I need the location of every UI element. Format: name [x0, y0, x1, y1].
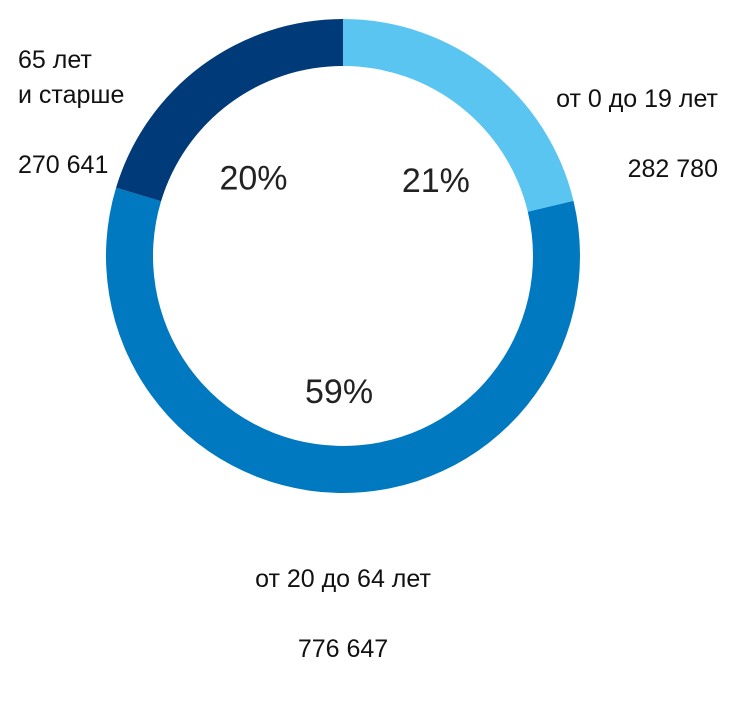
- value-label: 282 780: [627, 155, 718, 183]
- slice: [343, 19, 574, 212]
- category-label: 65 лет и старше: [18, 46, 125, 109]
- share-label: 21%: [402, 162, 470, 200]
- share-label: 59%: [305, 373, 373, 411]
- value-label: 270 641: [18, 151, 109, 179]
- label-block: от 20 до 64 лет 776 647: [143, 527, 543, 702]
- label-block: 65 лет и старше 270 641: [18, 8, 124, 218]
- slice: [105, 187, 580, 494]
- chart: 21% 59% 20%: [105, 19, 580, 494]
- page: 21% 59% 20% от 0 до 19 лет 282 780 от 20 д…: [18, 8, 718, 663]
- label-block: от 0 до 19 лет 282 780: [556, 47, 718, 222]
- category-label: от 20 до 64 лет: [255, 565, 431, 593]
- share-label: 20%: [219, 160, 287, 198]
- slice: [116, 19, 344, 202]
- value-label: 776 647: [297, 635, 389, 663]
- category-label: от 0 до 19 лет: [556, 85, 718, 113]
